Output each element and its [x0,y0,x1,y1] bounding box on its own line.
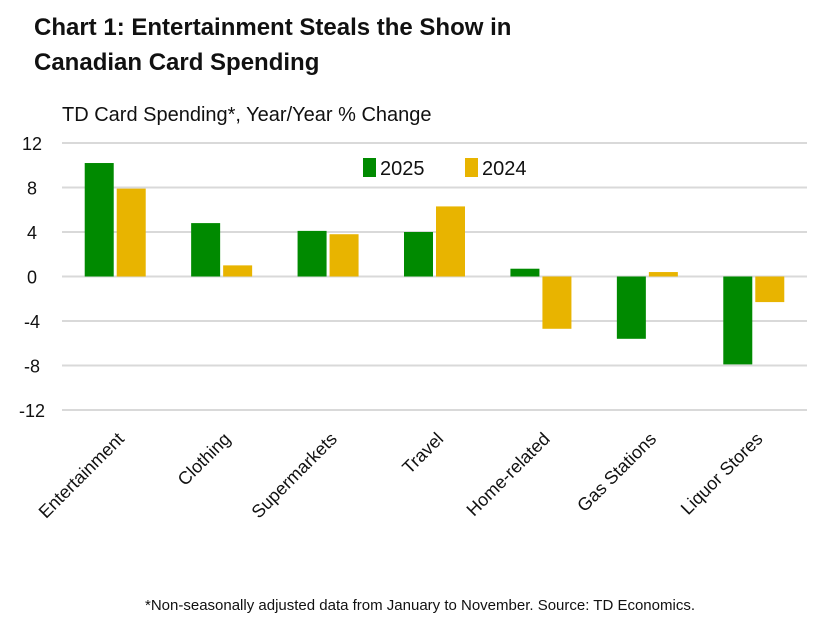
chart-title-line-2: Canadian Card Spending [34,49,319,76]
bar-2025-home-related [510,268,540,277]
legend-swatch-2025 [363,158,376,177]
bar-2025-supermarkets [297,230,327,277]
footnote: *Non-seasonally adjusted data from Janua… [145,597,695,614]
bar-2025-entertainment [84,163,114,277]
bar-2024-home-related [542,276,572,329]
bar-2024-clothing [223,265,253,277]
x-tick-label: Entertainment [35,429,128,522]
bar-2025-travel [404,232,433,277]
y-tick-label: -4 [24,312,40,332]
legend-label: 2025 [380,158,425,180]
bar-2024-travel [436,206,465,277]
y-tick-label: 8 [27,179,37,199]
bar-2025-clothing [191,223,221,277]
y-tick-label: -12 [19,401,45,421]
y-tick-label: 0 [27,268,37,288]
legend-label: 2024 [482,158,527,180]
bar-2025-gas-stations [616,276,646,339]
x-tick-label: Travel [398,429,447,478]
chart-subtitle: TD Card Spending*, Year/Year % Change [62,104,432,126]
y-tick-label: 4 [27,223,37,243]
chart-title-line-1: Chart 1: Entertainment Steals the Show i… [34,14,511,41]
y-tick-label: -8 [24,357,40,377]
x-tick-label: Gas Stations [573,429,660,516]
x-tick-label: Liquor Stores [677,429,767,519]
bar-2025-liquor-stores [723,276,753,365]
y-tick-label: 12 [22,134,42,154]
bar-2024-gas-stations [648,272,678,277]
legend-swatch-2024 [465,158,478,177]
bar-2024-supermarkets [329,234,359,277]
x-tick-label: Clothing [174,429,235,490]
bar-2024-entertainment [116,188,146,277]
x-tick-label: Supermarkets [248,429,341,522]
x-tick-label: Home-related [463,429,554,520]
bar-2024-liquor-stores [755,276,785,303]
